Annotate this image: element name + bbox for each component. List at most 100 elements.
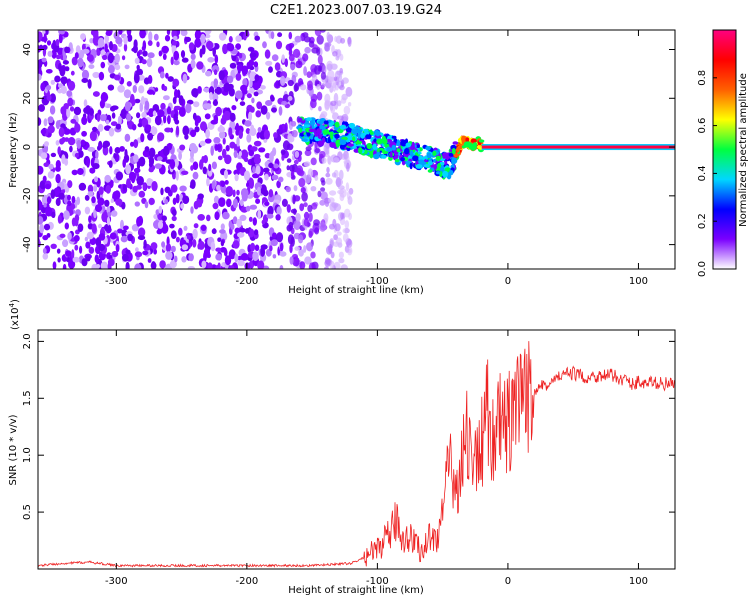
heatmap-cell	[201, 44, 206, 55]
heatmap-cell	[297, 234, 304, 244]
heatmap-cell	[134, 74, 140, 83]
heatmap-cell	[231, 105, 237, 111]
heatmap-cell	[107, 52, 114, 64]
heatmap-cell	[389, 151, 393, 158]
heatmap-cell	[165, 72, 169, 79]
heatmap-cell	[98, 223, 102, 229]
heatmap-cell	[463, 141, 471, 148]
heatmap-cell	[186, 99, 194, 105]
y-scale-exponent: 4	[8, 302, 16, 307]
heatmap-cell	[161, 215, 167, 222]
heatmap-cell	[101, 212, 108, 223]
heatmap-cell	[190, 53, 196, 61]
heatmap-cell	[265, 60, 273, 66]
heatmap-cell	[163, 95, 170, 101]
heatmap-cell	[103, 223, 112, 232]
heatmap-cell	[245, 128, 251, 134]
heatmap-cell	[342, 233, 349, 242]
colorbar-tick-label: 0.0	[697, 261, 708, 277]
heatmap-cell	[147, 40, 153, 46]
heatmap-cell	[210, 145, 214, 156]
heatmap-cell	[221, 148, 227, 159]
heatmap-cell	[356, 128, 363, 134]
heatmap-cell	[179, 144, 186, 151]
heatmap-cell	[51, 211, 56, 218]
heatmap-cell	[294, 255, 298, 262]
heatmap-cell	[211, 65, 220, 73]
heatmap-cell	[331, 202, 339, 208]
heatmap-cell	[287, 234, 294, 245]
heatmap-cell	[411, 141, 415, 149]
heatmap-cell	[352, 136, 356, 142]
heatmap-cell	[244, 262, 251, 269]
heatmap-cell	[333, 76, 338, 82]
heatmap-cell	[56, 248, 61, 254]
heatmap-cell	[38, 216, 44, 225]
heatmap-cell	[197, 86, 202, 94]
heatmap-cell	[158, 50, 163, 57]
heatmap-cell	[164, 186, 171, 194]
heatmap-cell	[375, 130, 381, 137]
heatmap-cell	[207, 253, 211, 259]
y-tick-label: 20	[22, 92, 33, 105]
heatmap-cell	[213, 137, 221, 144]
heatmap-cell	[303, 124, 311, 128]
heatmap-cell	[178, 227, 183, 236]
heatmap-cell	[236, 64, 243, 72]
heatmap-cell	[204, 33, 211, 39]
heatmap-cell	[317, 190, 322, 198]
heatmap-cell	[98, 71, 105, 81]
heatmap-cell	[230, 223, 235, 230]
heatmap-cell	[346, 162, 350, 172]
heatmap-cell	[105, 31, 112, 36]
heatmap-cell	[91, 223, 97, 234]
heatmap-cell	[304, 149, 312, 157]
heatmap-cell	[253, 156, 261, 165]
heatmap-cell	[258, 147, 266, 153]
heatmap-cell	[74, 214, 80, 223]
heatmap-cell	[440, 161, 445, 166]
heatmap-cell	[190, 165, 194, 171]
heatmap-cell	[192, 112, 197, 120]
heatmap-cell	[302, 32, 309, 38]
top-x-axis-label: Height of straight line (km)	[288, 285, 424, 296]
heatmap-cell	[300, 84, 307, 91]
x-tick-label: -100	[366, 276, 389, 287]
heatmap-cell	[186, 235, 191, 240]
heatmap-cell	[220, 180, 226, 187]
heatmap-cell	[190, 206, 194, 214]
heatmap-cell	[79, 245, 83, 254]
heatmap-cell	[157, 220, 164, 229]
heatmap-cell	[134, 57, 140, 64]
heatmap-cell	[113, 74, 121, 81]
heatmap-cell	[205, 103, 212, 110]
heatmap-cell	[154, 115, 162, 126]
heatmap-cell	[88, 215, 92, 223]
heatmap-cell	[164, 34, 171, 42]
snr-series-line	[38, 341, 675, 568]
heatmap-cell	[355, 126, 360, 130]
colorbar: 0.0 0.2 0.4 0.6 0.8 Normalized spectral ampl…	[697, 29, 749, 277]
heatmap-cell	[93, 185, 98, 192]
heatmap-cell	[426, 152, 432, 158]
heatmap-cell	[394, 158, 400, 163]
heatmap-cell	[396, 139, 401, 147]
heatmap-cell	[125, 249, 131, 255]
bottom-x-axis-label: Height of straight line (km)	[288, 585, 424, 596]
heatmap-cell	[118, 30, 123, 35]
heatmap-cell	[281, 54, 286, 63]
heatmap-cell	[144, 201, 149, 209]
heatmap-cell	[304, 46, 311, 54]
signal-band-core	[481, 145, 675, 149]
heatmap-cell	[319, 150, 326, 159]
heatmap-cell	[326, 245, 333, 255]
heatmap-cell	[317, 54, 323, 65]
heatmap-cell	[264, 173, 269, 181]
heatmap-cell	[256, 132, 260, 139]
heatmap-cell	[329, 190, 337, 196]
heatmap-cell	[248, 149, 255, 157]
heatmap-cell	[330, 133, 334, 140]
heatmap-cell	[161, 45, 169, 54]
heatmap-cell	[297, 169, 305, 177]
heatmap-cell	[115, 123, 122, 130]
